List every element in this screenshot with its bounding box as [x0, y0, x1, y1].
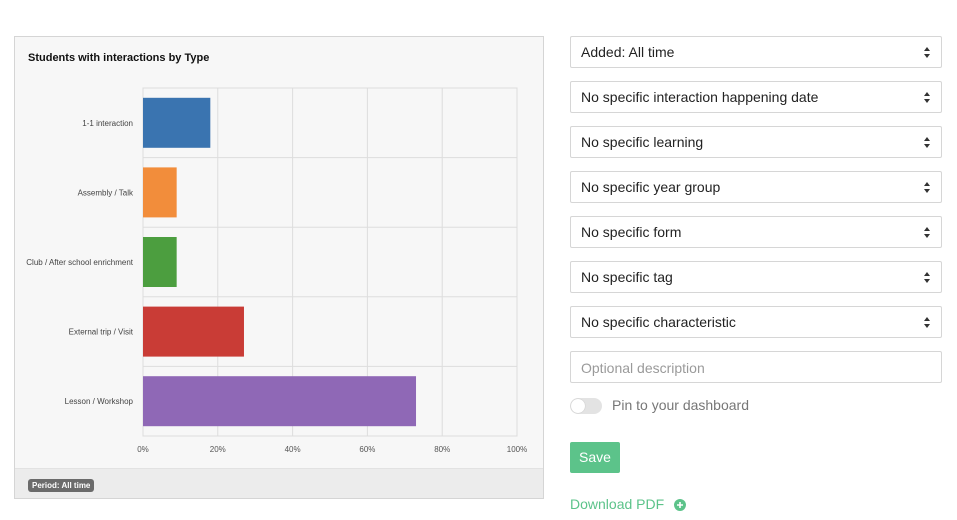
x-tick-label: 80%: [434, 445, 450, 454]
chart-title: Students with interactions by Type: [28, 52, 210, 64]
interaction-date-select[interactable]: No specific interaction happening date: [570, 81, 942, 113]
category-label: Assembly / Talk: [78, 188, 134, 197]
category-label: Club / After school enrichment: [26, 258, 133, 267]
save-button[interactable]: Save: [570, 442, 620, 473]
added-date-select[interactable]: Added: All time: [570, 36, 942, 68]
tag-select[interactable]: No specific tag: [570, 261, 942, 293]
description-placeholder: Optional description: [581, 360, 705, 376]
select-value: No specific interaction happening date: [581, 89, 819, 105]
select-arrows-icon: [924, 317, 930, 328]
select-value: Added: All time: [581, 44, 675, 60]
pin-toggle-row: Pin to your dashboard: [570, 393, 942, 423]
plus-circle-icon: [674, 499, 687, 511]
pin-label: Pin to your dashboard: [612, 397, 749, 413]
select-value: No specific tag: [581, 269, 673, 285]
select-arrows-icon: [924, 137, 930, 148]
bar: [143, 376, 417, 427]
learning-select[interactable]: No specific learning: [570, 126, 942, 158]
x-tick-label: 20%: [210, 445, 226, 454]
filters-panel: Added: All time No specific interaction …: [570, 36, 942, 512]
category-label: Lesson / Workshop: [65, 397, 134, 406]
select-arrows-icon: [924, 92, 930, 103]
bar: [143, 167, 177, 218]
select-value: No specific learning: [581, 134, 704, 150]
toggle-knob: [571, 399, 585, 413]
period-badge: Period: All time: [28, 479, 95, 492]
download-pdf-label: Download PDF: [570, 496, 665, 512]
form-select[interactable]: No specific form: [570, 216, 942, 248]
select-value: No specific form: [581, 224, 682, 240]
characteristic-select[interactable]: No specific characteristic: [570, 306, 942, 338]
description-input[interactable]: Optional description: [570, 351, 942, 383]
x-tick-label: 60%: [359, 445, 375, 454]
year-group-select[interactable]: No specific year group: [570, 171, 942, 203]
chart-footer: Period: All time: [15, 468, 543, 498]
x-tick-label: 40%: [285, 445, 301, 454]
bar: [143, 237, 177, 287]
chart-panel: Students with interactions by Type 0% 20%…: [14, 36, 544, 499]
category-label: External trip / Visit: [69, 328, 134, 337]
bar: [143, 306, 244, 357]
select-arrows-icon: [924, 182, 930, 193]
select-arrows-icon: [924, 272, 930, 283]
download-pdf-link[interactable]: Download PDF: [570, 496, 687, 512]
x-tick-label: 0%: [137, 445, 149, 454]
select-arrows-icon: [924, 227, 930, 238]
category-label: 1-1 interaction: [82, 119, 133, 128]
bar-chart: 0% 20% 40% 60% 80% 100% 1-1 interaction Assembl…: [26, 87, 527, 454]
select-value: No specific characteristic: [581, 314, 736, 330]
bar: [143, 97, 211, 148]
x-tick-label: 100%: [507, 445, 527, 454]
filter-select-list: Added: All time No specific interaction …: [570, 36, 942, 338]
select-arrows-icon: [924, 47, 930, 58]
pin-toggle[interactable]: [570, 398, 602, 414]
select-value: No specific year group: [581, 179, 721, 195]
